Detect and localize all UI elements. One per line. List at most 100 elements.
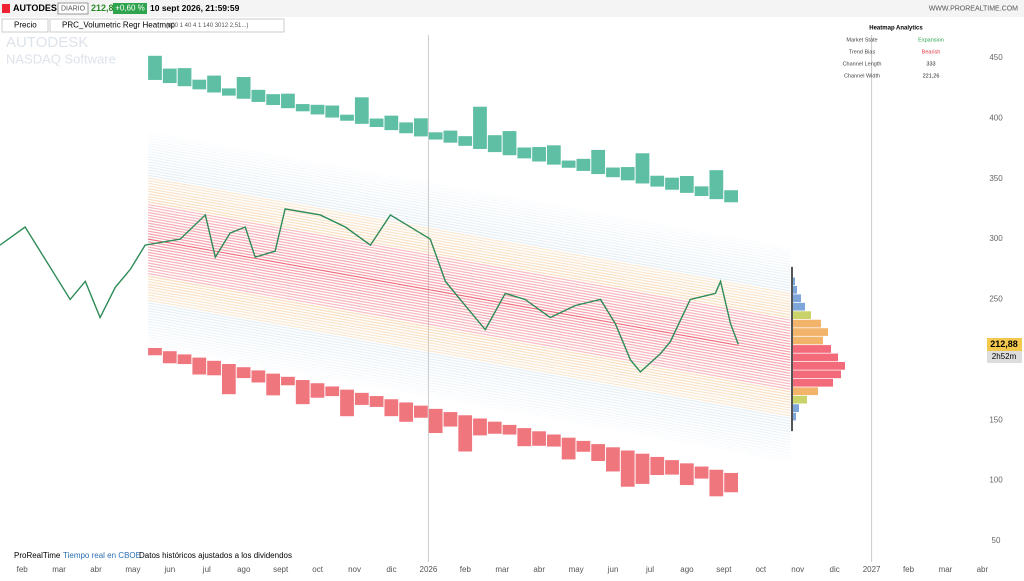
heat-line [147,142,791,260]
profile-bar [793,412,796,421]
profile-bar [793,345,831,353]
heat-line [147,342,791,459]
volume-bar [517,428,532,447]
heat-line [147,201,791,319]
profile-bar [793,361,845,370]
volume-bar [709,170,724,200]
heat-line [147,219,791,337]
volume-bar [148,55,162,80]
volume-bar [236,77,251,99]
analytics-label: Channel Width [844,73,880,79]
heat-line [147,164,791,281]
heat-line [147,195,791,313]
volume-bar [502,424,517,435]
y-tick-label: 400 [989,113,1003,122]
volume-bar [443,130,458,143]
analytics-label: Market State [846,37,877,43]
volume-bar [369,396,384,407]
volume-bar [295,380,310,405]
volume-bar [665,460,679,475]
volume-bar [221,364,236,395]
watermark: AUTODESK [6,34,88,51]
volume-bar [473,418,487,436]
heat-line [147,275,791,393]
x-tick-label: feb [903,565,915,574]
time-tag [987,351,1022,363]
volume-bar [665,177,679,190]
volume-bar [192,79,207,90]
x-tick-label: mar [939,565,953,574]
heat-line [147,283,791,401]
x-tick-label: feb [17,565,29,574]
volume-bar [295,104,310,112]
heat-line [147,280,791,398]
heat-line [147,132,791,250]
heat-line [147,315,791,433]
heat-line [147,180,791,297]
x-tick-label: mar [52,565,66,574]
heat-line [147,318,791,435]
period-box[interactable] [57,2,89,15]
profile-bar [793,353,838,362]
heat-line [147,148,791,265]
price-tag-text: 212,88 [990,339,1018,349]
heat-line [147,233,791,350]
volume-bar [635,453,650,484]
heat-line [147,211,791,329]
volume-bar [606,167,620,178]
volume-bar [325,105,340,118]
indicator-name: PRC_Volumetric Regr Heatmap [62,21,175,30]
volume-bar [694,186,709,197]
period: DIARIO [61,5,86,12]
footer-realtime: Tiempo real en CBOE [63,551,141,560]
price-line [0,208,739,373]
x-tick-label: feb [460,565,472,574]
profile-bar [793,285,797,294]
analytics-value: Expansion [918,37,944,43]
heat-line [147,302,791,420]
x-tick-label: abr [533,565,545,574]
heat-line [147,145,791,263]
volume-bar [591,149,606,175]
volume-bar [517,147,532,159]
volume-bar [546,434,561,447]
icon [2,4,10,13]
volume-bar [620,450,635,487]
heat-line [147,225,791,343]
volume-bar [473,106,487,149]
profile-bar [793,319,821,328]
heat-line [147,198,791,316]
legend-indicator[interactable] [49,18,285,33]
x-tick-label: may [569,565,584,574]
profile-bar [793,378,833,387]
heat-line [147,174,791,292]
indicator-params: (400 1 40 4 1 140 3012 2,51...) [166,23,248,29]
heat-line [147,310,791,428]
heat-line [147,185,791,303]
volume-bar [635,153,650,184]
legend-price[interactable] [1,18,49,33]
profile-bar [793,294,801,303]
volume-bar [207,75,221,93]
heat-line [147,320,791,438]
volume-bar [561,160,576,168]
heat-line [147,227,791,345]
volume-bar [207,360,221,376]
heat-line [147,156,791,273]
volume-bar [177,354,192,365]
x-tick-label: nov [791,565,804,574]
heat-line [147,267,791,385]
volume-bar [576,158,591,171]
volume-bar [192,357,207,375]
x-tick-label: nov [348,565,361,574]
heat-line [147,328,791,446]
volume-bar [546,145,561,165]
heat-line [147,344,791,462]
analytics-value: 333 [926,61,935,67]
analytics-title: Heatmap Analytics [869,26,923,32]
heat-line [147,312,791,430]
x-tick-label: dic [830,565,840,574]
profile-bar [793,404,799,412]
y-tick-label: 150 [989,415,1003,424]
x-tick-label: 2026 [420,565,438,574]
